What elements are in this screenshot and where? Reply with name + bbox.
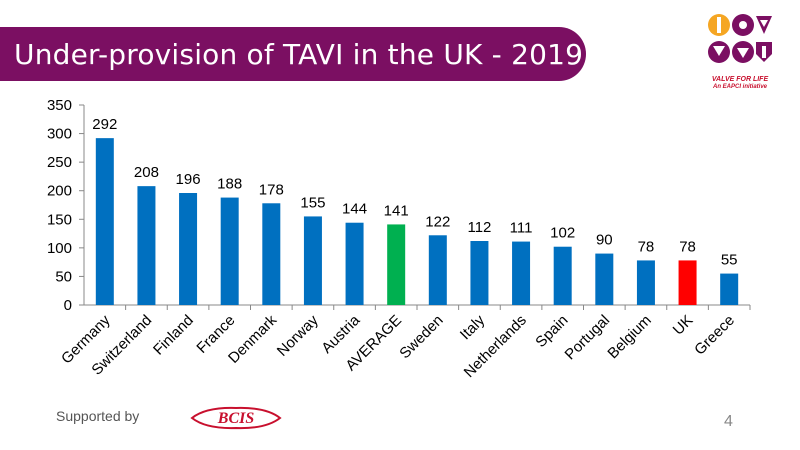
data-label: 208 (134, 164, 159, 181)
supported-by-label: Supported by (56, 408, 140, 424)
data-label: 122 (425, 213, 450, 230)
bar (262, 203, 281, 305)
y-tick-label: 0 (64, 297, 72, 314)
tavi-bar-chart: 050100150200250300350292Germany208Switze… (47, 97, 751, 381)
x-tick-label: Italy (457, 311, 489, 343)
data-label: 112 (467, 219, 491, 236)
y-tick-label: 350 (47, 97, 72, 114)
bcis-logo-text: BCIS (217, 410, 255, 427)
y-tick-label: 100 (47, 240, 72, 257)
bar (220, 197, 239, 305)
x-tick-label: Spain (532, 312, 571, 351)
bar (553, 246, 572, 305)
data-label: 155 (300, 194, 325, 211)
x-tick-label: Portugal (562, 312, 614, 364)
bar (720, 273, 739, 305)
data-label: 78 (638, 238, 655, 255)
bar (636, 260, 655, 305)
x-tick-label: Greece (691, 312, 738, 359)
bar (512, 241, 531, 305)
data-label: 90 (596, 232, 613, 249)
bar (137, 186, 156, 305)
bar (470, 241, 489, 305)
y-tick-label: 50 (55, 268, 72, 285)
valve-for-life-logo: VALVE FOR LIFE An EAPCI initiative (700, 12, 780, 102)
y-tick-label: 150 (47, 211, 72, 228)
data-label: 78 (679, 238, 696, 255)
x-tick-label: Norway (274, 311, 322, 359)
y-tick-label: 250 (47, 154, 72, 171)
y-tick-label: 200 (47, 183, 72, 200)
bar (595, 253, 614, 305)
bar (345, 222, 364, 305)
data-label: 188 (217, 176, 242, 193)
data-label: 196 (176, 171, 201, 188)
bcis-logo-icon: BCIS (190, 406, 282, 430)
data-label: 292 (92, 116, 117, 133)
bar (179, 193, 198, 305)
bar (428, 235, 447, 305)
data-label: 141 (384, 202, 409, 219)
data-label: 55 (721, 252, 738, 269)
page-title: Under-provision of TAVI in the UK - 2019 (14, 38, 584, 71)
bar (387, 224, 406, 305)
logo-text-line2: An EAPCI initiative (712, 84, 767, 90)
data-label: 144 (342, 201, 367, 218)
x-tick-label: Belgium (604, 312, 654, 362)
bar (678, 260, 697, 305)
x-tick-label: Sweden (396, 312, 446, 362)
bar (303, 216, 322, 305)
title-banner: Under-provision of TAVI in the UK - 2019 (0, 27, 586, 81)
bcis-logo: BCIS (186, 405, 286, 436)
y-tick-label: 300 (47, 126, 72, 143)
bar (95, 138, 114, 305)
data-label: 102 (550, 225, 575, 242)
x-tick-label: Finland (150, 312, 197, 359)
logo-text-line1: VALVE FOR LIFE (711, 76, 769, 83)
data-label: 111 (510, 220, 533, 237)
data-label: 178 (259, 181, 284, 198)
x-tick-label: UK (670, 312, 697, 339)
valve-logo-icon (708, 14, 772, 63)
page-number: 4 (724, 413, 733, 430)
